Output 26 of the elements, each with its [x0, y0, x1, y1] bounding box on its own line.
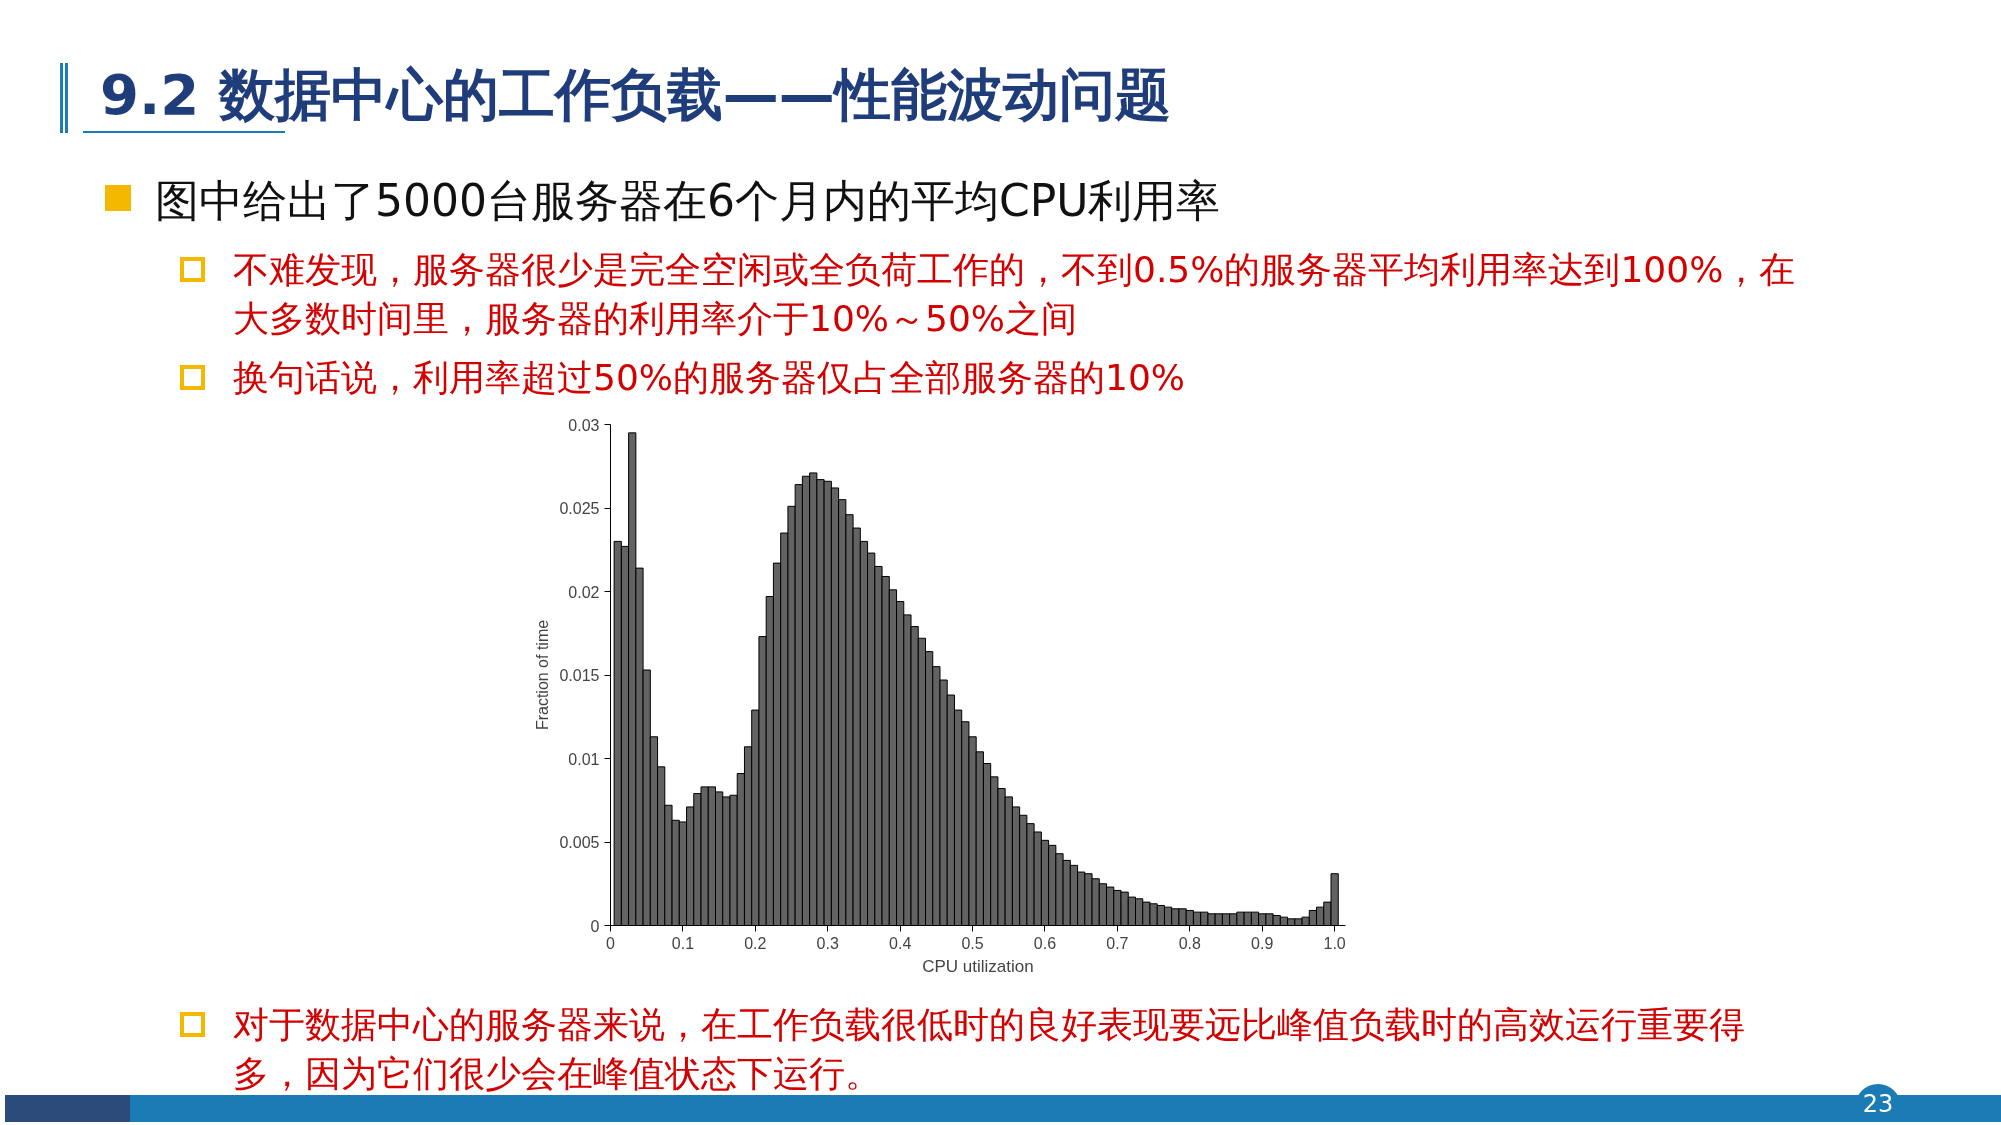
y-tick-label: 0.03 [568, 416, 600, 434]
x-tick-label: 0.7 [1106, 934, 1129, 952]
text: 对于数据中心的服务器来说，在工作负载很低时的良好表现要远比峰值负载时的高效运行重要得多，因为它们很少会在峰值状态下运行。 [232, 1003, 1746, 1096]
y-tick-label: 0.005 [559, 834, 600, 851]
y-tick-label: 0 [590, 917, 600, 935]
x-tick-label: 0.2 [744, 934, 767, 952]
y-tick-label: 0.01 [568, 750, 600, 768]
y-tick-label: 0.015 [559, 667, 600, 684]
x-tick-label: 0 [606, 934, 616, 952]
x-axis-title: CPU utilization [922, 956, 1034, 976]
text: 图中给出了5000台服务器在6个月内的平均CPU利用率 [154, 174, 1222, 228]
text: 23 [1855, 1084, 1901, 1122]
x-tick-label: 0.5 [961, 934, 984, 952]
text: 不难发现，服务器很少是完全空闲或全负荷工作的，不到0.5%的服务器平均利用率达到100%，在大多数时间里，服务器的利用率介于10%～50%之间 [232, 248, 1797, 341]
y-tick-label: 0.02 [568, 583, 600, 601]
y-tick-label: 0.025 [559, 500, 600, 517]
chart-title: 9.2 数据中心的工作负载——性能波动问题 [100, 61, 1171, 129]
text: 换句话说，利用率超过50%的服务器仅占全部服务器的10% [232, 356, 1187, 400]
y-axis-title: Fraction of time [534, 619, 552, 731]
x-tick-label: 0.3 [816, 934, 839, 952]
x-tick-label: 0.4 [889, 934, 912, 952]
x-tick-label: 0.1 [671, 934, 695, 952]
x-tick-label: 0.8 [1178, 934, 1202, 952]
x-tick-label: 1.0 [1323, 934, 1346, 952]
x-tick-label: 0.9 [1251, 934, 1274, 952]
x-tick-label: 0.6 [1033, 934, 1057, 952]
